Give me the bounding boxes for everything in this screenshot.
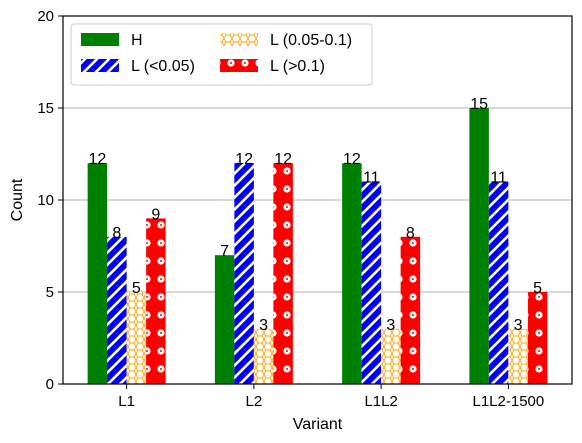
data-label: 12 <box>274 151 292 168</box>
bar <box>273 163 293 384</box>
data-label: 11 <box>363 170 380 187</box>
bar <box>253 328 274 384</box>
y-tick-label: 20 <box>37 8 54 25</box>
data-label: 12 <box>235 151 253 168</box>
bar <box>107 236 127 384</box>
bar <box>342 163 362 384</box>
x-tick-label: L2 <box>246 393 263 410</box>
data-label: 12 <box>88 151 106 168</box>
x-axis-label: Variant <box>293 416 343 433</box>
y-tick-label: 5 <box>46 284 54 301</box>
x-axis: L1 L2 L1L2 L1L2-1500 <box>118 384 544 410</box>
data-label: 12 <box>343 151 361 168</box>
x-tick-label: L1L2 <box>364 393 397 410</box>
legend: H L (<0.05) L (0.05-0.1) L (>0.1) <box>70 23 373 86</box>
legend-frame <box>70 23 373 86</box>
data-label: 11 <box>490 170 507 187</box>
y-tick-label: 15 <box>37 100 54 117</box>
legend-swatch <box>220 33 258 46</box>
bar <box>146 218 166 384</box>
bar <box>126 292 147 384</box>
data-label: 7 <box>220 243 229 260</box>
data-label: 3 <box>514 317 523 334</box>
data-label: 15 <box>470 96 488 113</box>
y-tick-label: 10 <box>37 192 54 209</box>
legend-swatch <box>81 33 119 46</box>
data-label: 3 <box>259 317 268 334</box>
bar <box>400 236 421 384</box>
data-label: 5 <box>132 280 141 297</box>
y-axis: 0 5 10 15 20 <box>37 8 63 393</box>
legend-label: L (0.05-0.1) <box>270 32 352 49</box>
bar <box>361 181 382 384</box>
bar <box>527 292 548 384</box>
legend-label: L (>0.1) <box>270 58 325 75</box>
data-label: 3 <box>386 317 395 334</box>
bar <box>234 163 254 384</box>
data-label: 8 <box>406 225 415 242</box>
bar <box>87 163 108 384</box>
bar <box>381 328 401 384</box>
data-label: 8 <box>112 225 121 242</box>
legend-swatch <box>81 59 119 72</box>
bars <box>87 108 548 384</box>
data-label: 9 <box>151 206 160 223</box>
x-tick-label: L1L2-1500 <box>473 393 545 410</box>
y-axis-label: Count <box>9 178 26 221</box>
bar <box>508 328 528 384</box>
x-tick-label: L1 <box>118 393 135 410</box>
legend-label: L (<0.05) <box>131 58 195 75</box>
y-tick-label: 0 <box>46 376 54 393</box>
legend-label: H <box>131 32 143 49</box>
data-label: 5 <box>533 280 542 297</box>
bar <box>469 108 489 384</box>
bar <box>488 181 509 384</box>
legend-swatch <box>220 59 258 72</box>
bar <box>214 255 235 384</box>
